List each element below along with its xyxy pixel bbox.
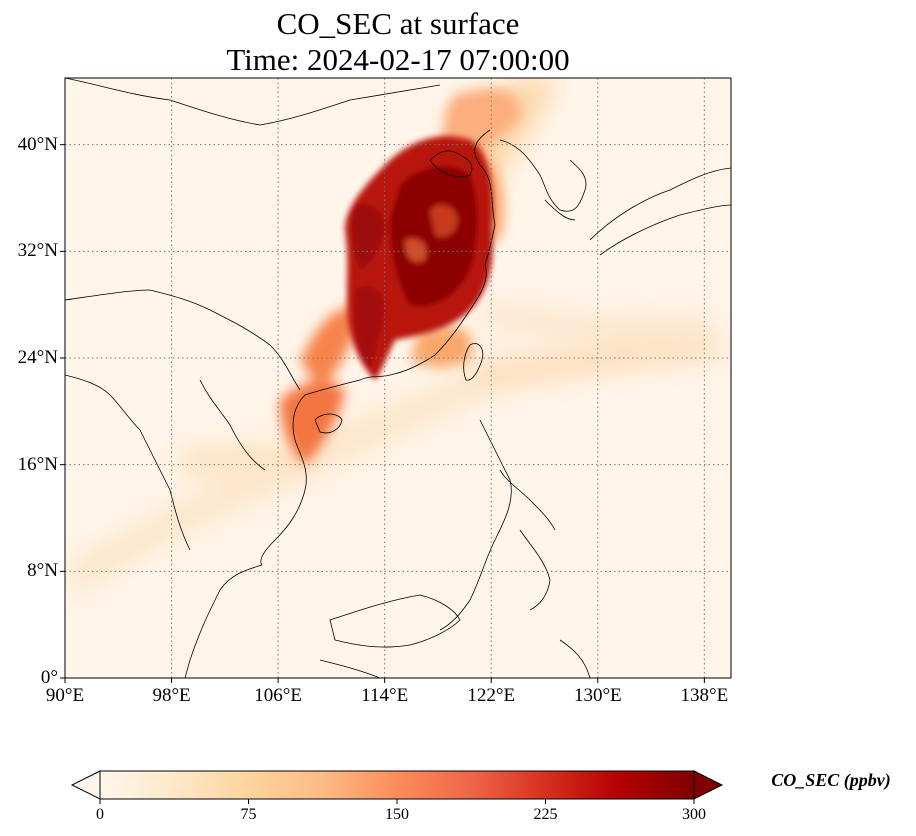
colorbar-label: CO_SEC (ppbv): [771, 770, 891, 790]
x-tick-label: 122°E: [467, 685, 516, 706]
colorbar-tick-label: 150: [385, 806, 409, 823]
y-tick-label: 40°N: [17, 133, 58, 155]
map-frame: [64, 77, 732, 679]
y-tick-label: 8°N: [27, 560, 58, 582]
coastlines-borders: [65, 78, 731, 678]
chart-title-line2: Time: 2024-02-17 07:00:00: [226, 42, 570, 77]
y-tick-label: 0°: [40, 667, 58, 688]
gridlines: [65, 78, 731, 678]
x-tick-label: 114°E: [361, 685, 409, 706]
x-tick-label: 90°E: [45, 685, 85, 706]
colorbar-tick-label: 300: [682, 806, 706, 823]
x-tick-label: 138°E: [680, 685, 729, 706]
chart-title-line1: CO_SEC at surface: [276, 6, 520, 41]
x-tick-label: 130°E: [573, 685, 622, 706]
y-tick-label: 32°N: [17, 240, 58, 262]
x-tick-label: 106°E: [254, 685, 302, 706]
colorbar-tick-label: 75: [240, 806, 257, 823]
colorbar-tick-label: 225: [533, 806, 558, 823]
x-tick-label: 98°E: [152, 685, 191, 706]
y-tick-label: 16°N: [17, 453, 58, 475]
y-tick-label: 24°N: [17, 347, 58, 368]
colorbar-tick-label: 0: [96, 806, 104, 823]
high-concentration-layer: [345, 136, 493, 380]
axis-tick-marks: [60, 144, 705, 683]
